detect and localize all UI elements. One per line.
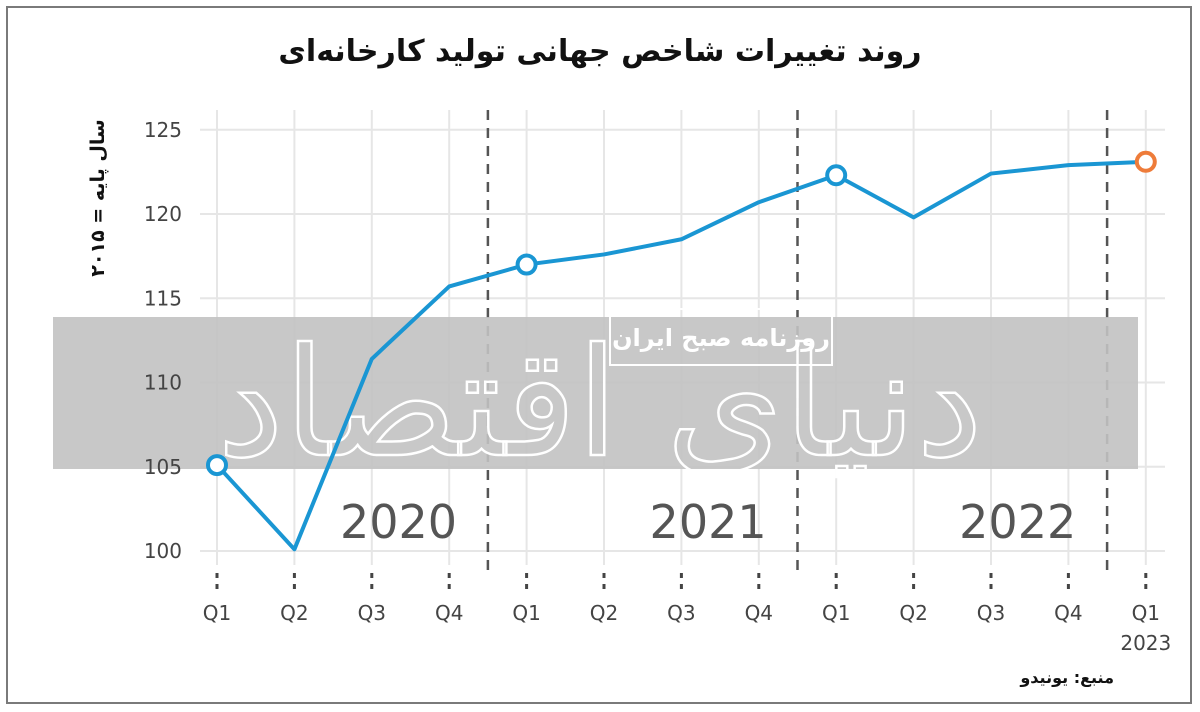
data-point [206, 454, 228, 477]
source-note: منبع: یونیدو [1020, 668, 1114, 687]
x-tick-label: Q2 [899, 601, 927, 625]
data-point [515, 253, 538, 276]
x-tick-label: Q3 [358, 601, 386, 625]
watermark-stamp-text: روزنامه صبح ایران [612, 324, 830, 352]
y-tick-label: 115 [144, 286, 182, 310]
y-tick-label: 105 [144, 455, 182, 479]
axis-layer: 100 105 110 115 120 125 Q1 Q2 Q3 Q4 Q1 Q2 Q3 Q4 Q1 Q2 Q3… [144, 118, 1171, 655]
x-year-label: 2023 [1120, 631, 1171, 655]
chart-frame [6, 6, 1192, 704]
year-labels: 2020 2021 2022 [340, 495, 1076, 549]
x-tick-label: Q4 [745, 601, 773, 625]
data-point-latest [1134, 150, 1157, 173]
watermark-logo: دنیای اقتصاد [217, 317, 983, 491]
y-tick-label: 100 [144, 539, 182, 563]
year-label: 2020 [340, 495, 457, 549]
x-tick-label: Q3 [667, 601, 695, 625]
x-tick-label: Q1 [203, 601, 231, 625]
x-tick-label: Q2 [280, 601, 308, 625]
x-tick-label: Q3 [977, 601, 1005, 625]
y-tick-label: 120 [144, 202, 182, 226]
year-label: 2022 [959, 495, 1076, 549]
x-tick-label: Q4 [1054, 601, 1082, 625]
y-tick-label: 110 [144, 371, 182, 395]
series-layer [206, 150, 1157, 552]
data-point [825, 164, 848, 187]
watermark-band [53, 317, 1138, 469]
x-tick-label: Q4 [435, 601, 463, 625]
x-tick-label: Q1 [512, 601, 540, 625]
x-tick-label: Q1 [822, 601, 850, 625]
x-tick-label: Q2 [590, 601, 618, 625]
x-tick-label: Q1 [1132, 601, 1160, 625]
watermark-stamp-box [609, 308, 833, 366]
y-tick-label: 125 [144, 118, 182, 142]
chart-title: روند تغییرات شاخص جهانی تولید کارخانه‌ای [278, 34, 922, 69]
year-label: 2021 [650, 495, 767, 549]
series-line [215, 159, 1148, 552]
